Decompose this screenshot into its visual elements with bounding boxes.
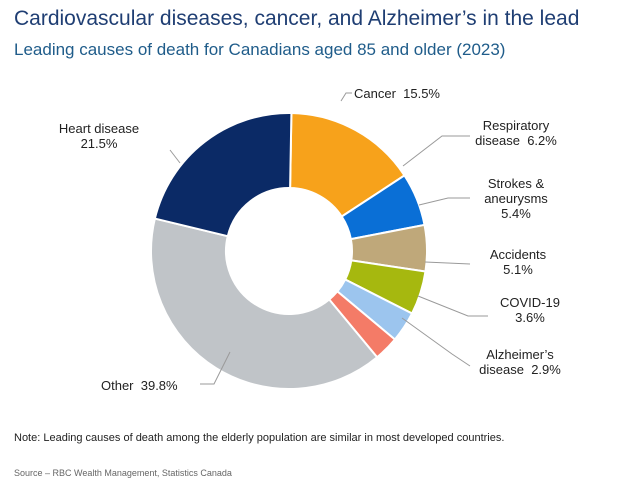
slice-label-line: Alzheimer’s (486, 347, 554, 362)
slice-label-line: COVID-19 (500, 295, 560, 310)
slice-label-respiratory-disease: Respiratory disease 6.2% (475, 118, 557, 148)
slice-label-line: 5.1% (503, 262, 533, 277)
slice-label-line: 3.6% (515, 310, 545, 325)
leader-line-alzheimer-s-disease (401, 317, 471, 367)
chart-subtitle: Leading causes of death for Canadians ag… (14, 40, 506, 59)
donut-slices (150, 112, 428, 390)
slice-label-line: Respiratory (483, 118, 550, 133)
slice-label-line: Other 39.8% (101, 378, 178, 393)
slice-label-line: 21.5% (81, 136, 118, 151)
slice-label-line: aneurysms (484, 191, 548, 206)
slice-label-line: Strokes & (488, 176, 545, 191)
slice-label-strokes-aneurysms: Strokes & aneurysms 5.4% (484, 176, 548, 221)
slice-label-other: Other 39.8% (101, 378, 178, 393)
source-line: Source – RBC Wealth Management, Statisti… (14, 468, 232, 478)
slice-heart-disease (153, 112, 293, 238)
slice-labels: Cancer 15.5% Respiratory disease 6.2% Strok… (59, 86, 561, 393)
slice-label-accidents: Accidents 5.1% (490, 247, 547, 277)
slice-label-line: Cancer 15.5% (354, 86, 440, 101)
leader-line-covid-19 (417, 295, 488, 317)
leader-line-other (200, 351, 231, 385)
slice-label-line: Heart disease (59, 121, 139, 136)
chart-title: Cardiovascular diseases, cancer, and Alz… (14, 7, 580, 30)
leader-line-strokes-aneurysms (418, 197, 470, 206)
leader-line-accidents (424, 261, 471, 265)
slice-label-line: disease 2.9% (479, 362, 561, 377)
leader-lines (169, 92, 488, 385)
slice-label-line: 5.4% (501, 206, 531, 221)
footnote: Note: Leading causes of death among the … (14, 432, 505, 444)
slice-label-alzheimer-s-disease: Alzheimer’s disease 2.9% (479, 347, 561, 377)
leader-line-heart-disease (169, 149, 181, 164)
slice-label-heart-disease: Heart disease 21.5% (59, 121, 139, 151)
slice-label-line: disease 6.2% (475, 133, 557, 148)
leader-line-cancer (340, 92, 352, 102)
donut-chart: Cancer 15.5% Respiratory disease 6.2% Strok… (59, 86, 561, 393)
slice-label-cancer: Cancer 15.5% (354, 86, 440, 101)
slice-label-covid-19: COVID-19 3.6% (500, 295, 560, 325)
leader-line-respiratory-disease (402, 135, 470, 167)
slice-label-line: Accidents (490, 247, 547, 262)
slice-other (150, 217, 379, 390)
